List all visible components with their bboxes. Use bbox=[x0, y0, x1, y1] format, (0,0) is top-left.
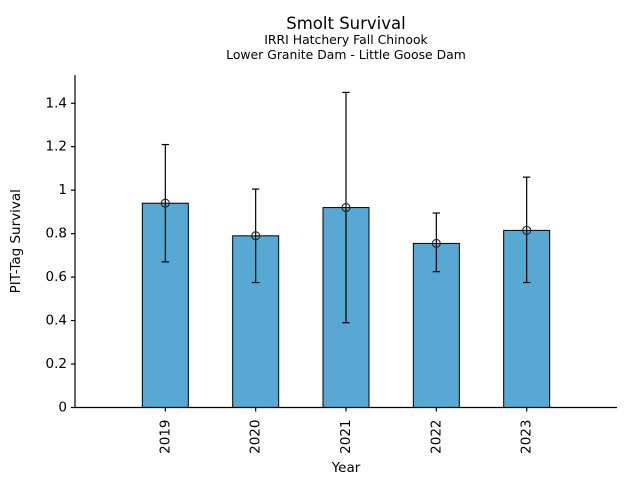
x-tick-label-2022: 2022 bbox=[428, 420, 444, 454]
y-tick-label-0: 0 bbox=[58, 400, 67, 416]
x-tick-label-2023: 2023 bbox=[519, 420, 535, 454]
x-tick-label-2020: 2020 bbox=[248, 420, 264, 454]
y-tick-label-0.4: 0.4 bbox=[46, 313, 67, 329]
chart-subtitle-line-2: Lower Granite Dam - Little Goose Dam bbox=[226, 47, 466, 63]
point-marker-2019 bbox=[160, 198, 170, 208]
y-tick-label-0.2: 0.2 bbox=[46, 356, 67, 372]
chart-subtitle: IRRI Hatchery Fall Chinook Lower Granite… bbox=[52, 32, 640, 63]
point-marker-2022 bbox=[431, 238, 441, 248]
y-tick-label-0.8: 0.8 bbox=[46, 226, 67, 242]
y-tick-label-1.2: 1.2 bbox=[46, 139, 67, 155]
point-marker-2020 bbox=[251, 231, 261, 241]
y-axis-label: PIT-Tag Survival bbox=[8, 189, 24, 293]
point-marker-2021 bbox=[341, 203, 351, 213]
chart-subtitle-line-1: IRRI Hatchery Fall Chinook bbox=[264, 32, 428, 47]
point-marker-2023 bbox=[522, 225, 532, 235]
x-tick-label-2021: 2021 bbox=[338, 420, 354, 454]
x-tick-label-2019: 2019 bbox=[157, 420, 173, 454]
x-axis-label: Year bbox=[331, 460, 361, 476]
chart-title: Smolt Survival bbox=[286, 14, 406, 33]
y-tick-label-1: 1 bbox=[58, 182, 67, 198]
y-tick-label-0.6: 0.6 bbox=[46, 269, 67, 285]
y-tick-label-1.4: 1.4 bbox=[46, 95, 67, 111]
